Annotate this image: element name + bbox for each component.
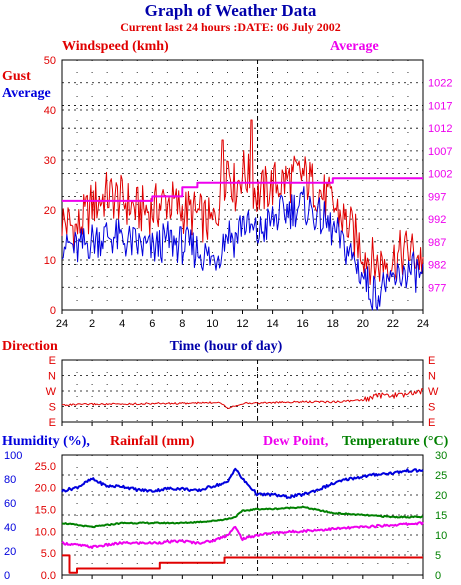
x-tick-label: 12: [236, 318, 248, 330]
temperature-y-tick-label: 30: [435, 450, 447, 462]
wind-y-tick-label: 30: [44, 155, 56, 167]
chart-title: Graph of Weather Data: [145, 1, 317, 20]
temperature-y-tick-label: 15: [435, 510, 447, 522]
average-label: Average: [2, 86, 51, 101]
x-tick-label: 8: [179, 318, 185, 330]
humidity-series-line: [61, 467, 424, 499]
x-tick-label: 14: [266, 318, 278, 330]
x-tick-label: 10: [206, 318, 218, 330]
direction-y-tick-right: E: [428, 355, 435, 367]
direction-y-tick-right: N: [428, 371, 436, 383]
pressure-y-tick-label: 1017: [428, 100, 452, 112]
x-tick-label: 16: [297, 318, 309, 330]
x-tick-label: 2: [89, 318, 95, 330]
x-tick-label: 4: [119, 318, 125, 330]
pressure-y-tick-label: 1007: [428, 146, 452, 158]
x-tick-label: 24: [56, 318, 68, 330]
pressure-average-title: Average: [330, 39, 379, 54]
direction-y-tick-right: S: [428, 402, 435, 414]
temperature-y-tick-label: 5: [435, 550, 441, 562]
temperature-y-tick-label: 20: [435, 490, 447, 502]
time-axis-label: Time (hour of day): [170, 339, 283, 354]
humidity-y-tick-label: 100: [4, 450, 22, 462]
wind-y-tick-label: 10: [44, 255, 56, 267]
direction-y-tick-right: E: [428, 417, 435, 429]
wind-y-tick-label: 0: [50, 305, 56, 317]
humidity-y-tick-label: 0: [4, 570, 10, 582]
direction-y-tick-left: W: [46, 386, 57, 398]
pressure-y-tick-label: 997: [428, 191, 446, 203]
pressure-y-tick-label: 1002: [428, 169, 452, 181]
rainfall-y-tick-label: 25.0: [35, 461, 56, 473]
wind-y-tick-label: 50: [44, 55, 56, 67]
direction-y-tick-left: S: [49, 402, 56, 414]
average-series-line: [61, 186, 424, 311]
humidity-y-tick-label: 80: [4, 474, 16, 486]
rainfall-y-tick-label: 20.0: [35, 483, 56, 495]
rainfall-y-tick-label: 15.0: [35, 505, 56, 517]
rainfall-y-tick-label: 0.0: [41, 570, 56, 582]
x-tick-label: 18: [327, 318, 339, 330]
humidity-y-tick-label: 20: [4, 546, 16, 558]
wind-y-tick-label: 40: [44, 105, 56, 117]
rainfall-title: Rainfall (mm): [110, 434, 195, 449]
x-tick-label: 6: [149, 318, 155, 330]
gust-label: Gust: [2, 69, 31, 84]
pressure-y-tick-label: 982: [428, 260, 446, 272]
x-tick-label: 24: [417, 318, 429, 330]
x-tick-label: 22: [387, 318, 399, 330]
direction-title: Direction: [2, 339, 58, 354]
direction-y-tick-right: W: [428, 386, 439, 398]
temperature-title: Temperature (°C): [342, 434, 449, 449]
humidity-title: Humidity (%),: [2, 434, 90, 449]
rainfall-series-line: [62, 554, 423, 574]
direction-y-tick-left: N: [48, 371, 56, 383]
direction-y-tick-left: E: [49, 417, 56, 429]
x-tick-label: 20: [357, 318, 369, 330]
direction-series-line: [61, 388, 424, 409]
chart-subtitle: Current last 24 hours :DATE: 06 July 200…: [120, 20, 341, 34]
pressure-y-tick-label: 1012: [428, 123, 452, 135]
windspeed-title: Windspeed (kmh): [62, 39, 169, 54]
pressure-y-tick-label: 992: [428, 214, 446, 226]
pressure-y-tick-label: 987: [428, 237, 446, 249]
temperature-y-tick-label: 0: [435, 570, 441, 582]
humidity-y-tick-label: 60: [4, 498, 16, 510]
temperature-y-tick-label: 10: [435, 530, 447, 542]
rainfall-y-tick-label: 5.0: [41, 548, 56, 560]
pressure-y-tick-label: 1022: [428, 78, 452, 90]
rainfall-y-tick-label: 10.0: [35, 526, 56, 538]
dewpoint-title: Dew Point,: [263, 434, 328, 449]
temperature-y-tick-label: 25: [435, 470, 447, 482]
pressure-y-tick-label: 977: [428, 282, 446, 294]
wind-y-tick-label: 20: [44, 205, 56, 217]
temperature-series-line: [61, 505, 423, 529]
pressure-series-line: [62, 177, 423, 202]
humidity-y-tick-label: 40: [4, 522, 16, 534]
direction-y-tick-left: E: [49, 355, 56, 367]
gust-series-line: [61, 119, 424, 285]
dewpoint-series-line: [61, 521, 424, 549]
